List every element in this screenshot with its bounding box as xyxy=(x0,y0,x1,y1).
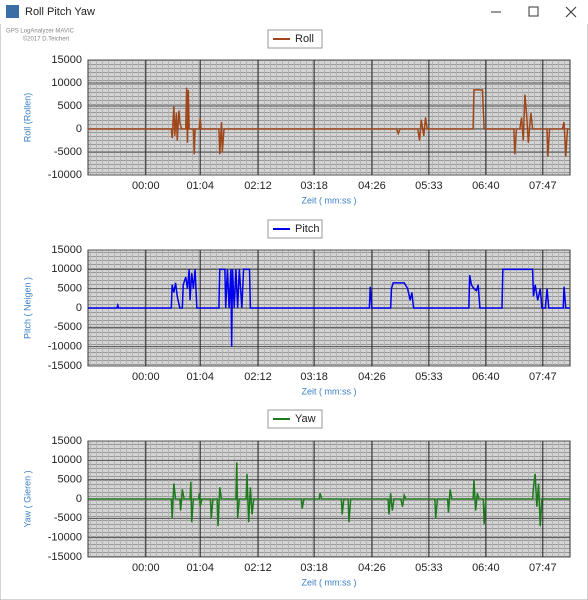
data-line xyxy=(88,268,570,347)
y-axis-label: Pitch ( Neigen ) xyxy=(22,277,32,339)
y-tick-label: -10000 xyxy=(48,169,82,181)
y-tick-label: -5000 xyxy=(54,321,82,333)
x-tick-label: 05:33 xyxy=(415,562,443,574)
plot-area xyxy=(87,59,571,176)
y-tick-label: -10000 xyxy=(48,341,82,353)
x-tick-label: 06:40 xyxy=(472,371,500,383)
x-tick-label: 07:47 xyxy=(529,180,557,192)
x-tick-label: 01:04 xyxy=(186,180,214,192)
watermark: GPS LogAnalyzer MAVIC xyxy=(6,29,75,35)
y-tick-label: -10000 xyxy=(48,532,82,544)
y-tick-label: -5000 xyxy=(54,512,82,524)
x-tick-label: 01:04 xyxy=(186,562,214,574)
x-axis-label: Zeit ( mm:ss ) xyxy=(302,577,357,587)
y-tick-label: 5000 xyxy=(58,100,82,112)
y-tick-label: 10000 xyxy=(51,263,82,275)
legend-box xyxy=(267,29,323,49)
y-tick-label: 5000 xyxy=(58,474,82,486)
y-tick-label: 0 xyxy=(76,302,82,314)
x-tick-label: 02:12 xyxy=(244,562,272,574)
legend-label: Pitch xyxy=(295,223,319,235)
x-tick-label: 00:00 xyxy=(132,371,160,383)
legend-label: Yaw xyxy=(295,413,316,425)
watermark: ©2017 D.Teichert xyxy=(23,36,70,43)
y-tick-label: 5000 xyxy=(58,283,82,295)
maximize-button[interactable] xyxy=(528,6,539,17)
legend-box xyxy=(267,219,323,239)
x-tick-label: 04:26 xyxy=(358,562,386,574)
y-tick-label: 10000 xyxy=(51,454,82,466)
y-axis-label: Yaw ( Gieren ) xyxy=(22,470,32,527)
x-tick-label: 03:18 xyxy=(300,371,328,383)
x-tick-label: 03:18 xyxy=(300,180,328,192)
x-tick-label: 06:40 xyxy=(472,562,500,574)
title-bar xyxy=(0,0,588,24)
x-axis-label: Zeit ( mm:ss ) xyxy=(302,195,357,205)
x-tick-label: 05:33 xyxy=(415,371,443,383)
y-tick-label: -15000 xyxy=(48,551,82,563)
legend-box xyxy=(267,409,323,429)
x-tick-label: 01:04 xyxy=(186,371,214,383)
x-tick-label: 04:26 xyxy=(358,180,386,192)
x-tick-label: 05:33 xyxy=(415,180,443,192)
x-tick-label: 03:18 xyxy=(300,562,328,574)
x-axis-label: Zeit ( mm:ss ) xyxy=(302,386,357,396)
y-tick-label: 15000 xyxy=(51,54,82,66)
data-line xyxy=(88,87,570,157)
x-tick-label: 02:12 xyxy=(244,180,272,192)
x-tick-label: 02:12 xyxy=(244,371,272,383)
y-tick-label: 0 xyxy=(76,493,82,505)
x-tick-label: 06:40 xyxy=(472,180,500,192)
y-tick-label: 15000 xyxy=(51,435,82,447)
data-line xyxy=(88,462,570,527)
y-tick-label: 10000 xyxy=(51,77,82,89)
x-tick-label: 07:47 xyxy=(529,371,557,383)
x-tick-label: 00:00 xyxy=(132,562,160,574)
y-tick-label: 15000 xyxy=(51,244,82,256)
app-icon xyxy=(6,5,19,18)
x-tick-label: 07:47 xyxy=(529,562,557,574)
window-title: Roll Pitch Yaw xyxy=(25,6,95,18)
y-tick-label: -5000 xyxy=(54,146,82,158)
legend-label: Roll xyxy=(295,33,314,45)
close-button[interactable] xyxy=(565,6,577,18)
y-tick-label: -15000 xyxy=(48,360,82,372)
y-axis-label: Roll (Rollen) xyxy=(22,93,32,143)
y-tick-label: 0 xyxy=(76,123,82,135)
x-tick-label: 00:00 xyxy=(132,180,160,192)
x-tick-label: 04:26 xyxy=(358,371,386,383)
